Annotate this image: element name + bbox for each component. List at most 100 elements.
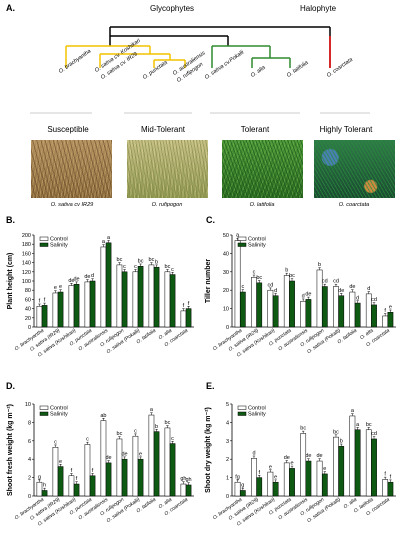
significance-letter: a <box>102 239 106 245</box>
significance-letter: f <box>39 299 41 305</box>
significance-letter: c <box>123 264 126 270</box>
bar <box>57 291 64 328</box>
bar <box>316 460 323 497</box>
photo-caption: O. sativa cv IR29 <box>50 202 94 208</box>
bar <box>105 242 112 328</box>
bar <box>305 460 312 497</box>
significance-letter: bc <box>117 257 123 263</box>
significance-letter: d <box>252 450 255 456</box>
significance-letter: f <box>44 298 46 304</box>
y-tick-label: 3 <box>226 439 229 445</box>
y-tick-label: 160 <box>22 251 31 257</box>
bar <box>382 479 389 497</box>
photo-caption: O. rufipogon <box>151 202 183 208</box>
significance-letter: b <box>155 424 158 430</box>
significance-letter: f <box>258 470 260 476</box>
bar <box>84 444 91 497</box>
significance-letter: f <box>71 468 73 474</box>
significance-letter: ab <box>100 413 106 419</box>
bar <box>354 302 361 328</box>
significance-letter: e <box>54 285 57 291</box>
y-tick-label: 0 <box>226 494 229 500</box>
y-tick-label: 8 <box>28 420 31 426</box>
y-tick-label: 0 <box>28 325 31 331</box>
bar <box>267 289 274 328</box>
legend-label-control: Control <box>248 406 266 412</box>
species-label: O. punctata <box>142 59 169 81</box>
bar <box>185 484 192 497</box>
bar <box>100 246 107 328</box>
y-tick-label: 20 <box>25 316 31 322</box>
significance-letter: d <box>274 288 277 294</box>
bar <box>52 446 59 497</box>
bar <box>84 281 91 328</box>
phylogeny-tree <box>30 26 370 114</box>
bar <box>321 473 328 497</box>
bar <box>116 438 123 497</box>
bar <box>267 471 274 497</box>
significance-letter: f <box>76 476 78 482</box>
significance-letter: b <box>285 268 288 274</box>
significance-letter: f <box>183 303 185 309</box>
bar <box>164 271 171 328</box>
bar <box>41 305 48 328</box>
significance-letter: h <box>43 483 46 489</box>
significance-letter: e <box>59 459 62 465</box>
bar <box>283 275 290 328</box>
significance-letter: de <box>305 292 311 298</box>
significance-letter: c <box>134 264 137 270</box>
significance-letter: cd <box>322 279 328 285</box>
panel-b-letter: B. <box>6 215 15 225</box>
bar <box>349 415 356 497</box>
bar <box>89 475 96 497</box>
bar <box>387 481 394 497</box>
bar <box>272 295 279 328</box>
significance-letter: c <box>241 284 244 290</box>
bar <box>180 483 187 497</box>
significance-letter: gh <box>180 476 186 482</box>
significance-letter: de <box>305 453 311 459</box>
bar <box>234 481 241 497</box>
significance-letter: d <box>302 293 305 299</box>
y-tick-label: 6 <box>28 439 31 445</box>
category-susceptible: Susceptible <box>47 125 89 134</box>
significance-letter: c <box>171 436 174 442</box>
significance-letter: bc <box>366 422 372 428</box>
panel-c-letter: C. <box>206 215 215 225</box>
significance-letter: cd <box>267 282 273 288</box>
y-tick-label: 140 <box>22 261 31 267</box>
significance-letter: d <box>91 273 94 279</box>
bar <box>256 477 263 497</box>
bar <box>164 427 171 497</box>
bar <box>387 312 394 328</box>
bar <box>36 481 43 497</box>
significance-letter: e <box>290 461 293 467</box>
significance-letter: gh <box>185 477 191 483</box>
significance-letter: e <box>269 464 272 470</box>
significance-letter: f <box>384 472 386 478</box>
significance-letter: de <box>105 455 111 461</box>
significance-letter: f <box>188 301 190 307</box>
species-labels: O. brachyantha O. sativa cv. Koshikari O… <box>0 0 402 120</box>
significance-letter: e <box>323 466 326 472</box>
significance-letter: de <box>349 284 355 290</box>
bar <box>89 280 96 328</box>
y-tick-label: 180 <box>22 242 31 248</box>
photo-ir29 <box>31 140 112 198</box>
legend-label-salinity: Salinity <box>248 412 266 418</box>
species-label: O. coarctata <box>326 56 354 79</box>
panel-d-letter: D. <box>6 381 15 391</box>
bar <box>300 300 307 328</box>
y-tick-label: 4 <box>28 457 31 463</box>
bar <box>137 266 144 328</box>
bar <box>234 240 241 328</box>
bar <box>52 292 59 328</box>
significance-letter: bc <box>138 258 144 264</box>
y-tick-label: 80 <box>25 288 31 294</box>
significance-letter: de <box>73 276 79 282</box>
significance-letter: d <box>367 286 370 292</box>
bar <box>68 285 75 328</box>
y-axis-label: Shoot fresh weight (kg m⁻²) <box>7 404 14 496</box>
significance-letter: f <box>390 474 392 480</box>
